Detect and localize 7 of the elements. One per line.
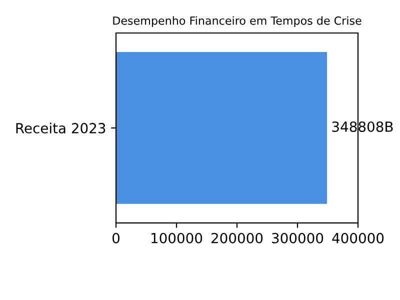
chart-title: Desempenho Financeiro em Tempos de Crise bbox=[113, 16, 362, 27]
x-tick-label: 200000 bbox=[212, 232, 263, 244]
x-tick-label: 0 bbox=[112, 232, 120, 244]
x-tick-label: 400000 bbox=[332, 232, 384, 244]
y-tick-label: Receita 2023 bbox=[16, 122, 106, 134]
x-tick-label: 100000 bbox=[152, 232, 202, 244]
x-tick-label: 300000 bbox=[272, 232, 324, 244]
